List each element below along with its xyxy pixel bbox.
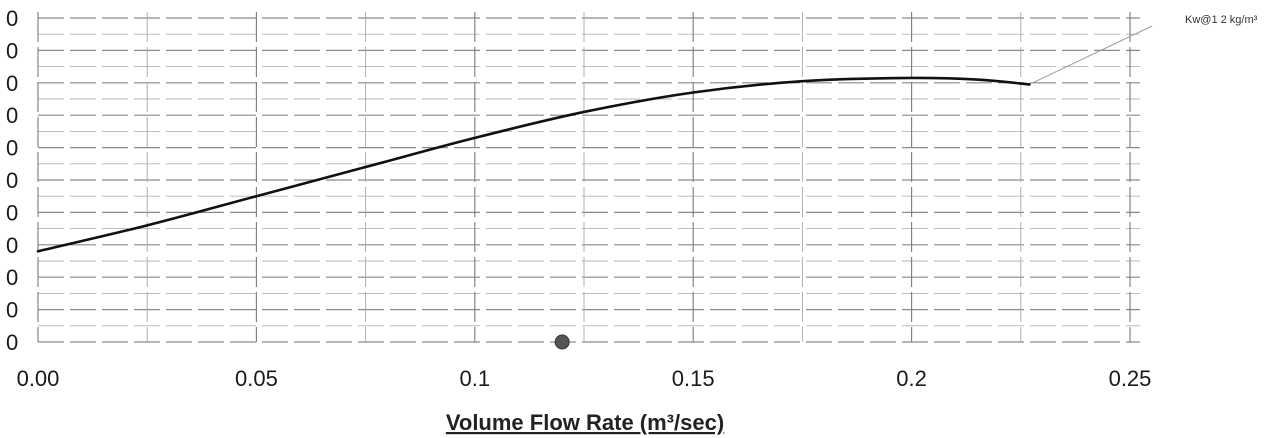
y-tick-label: 0 <box>6 103 18 128</box>
grid <box>37 12 1140 343</box>
x-tick-label: 0.2 <box>896 366 927 391</box>
y-tick-label: 0 <box>6 330 18 355</box>
x-tick-label: 0.25 <box>1109 366 1152 391</box>
x-axis-title: Volume Flow Rate (m³/sec) <box>446 410 724 435</box>
y-tick-label: 0 <box>6 71 18 96</box>
y-tick-label: 0 <box>6 298 18 323</box>
y-tick-label: 0 <box>6 233 18 258</box>
y-tick-label: 0 <box>6 38 18 63</box>
x-tick-label: 0.00 <box>17 366 60 391</box>
x-tick-label: 0.1 <box>460 366 491 391</box>
y-tick-label: 0 <box>6 168 18 193</box>
series-line <box>36 76 1031 253</box>
y-tick-label: 0 <box>6 136 18 161</box>
y-tick-label: 0 <box>6 265 18 290</box>
x-tick-label: 0.15 <box>672 366 715 391</box>
series-layer <box>36 76 1031 350</box>
y-tick-label: 0 <box>6 200 18 225</box>
y-tick-label: 0 <box>6 6 18 31</box>
x-tick-labels: 0.00 0.05 0.1 0.15 0.2 0.25 <box>17 366 1152 391</box>
data-point-marker <box>554 334 570 350</box>
annotation-layer: Kw@1 2 kg/m³ <box>1033 14 1258 83</box>
y-tick-labels: 0 0 0 0 0 0 0 0 0 0 0 <box>6 6 18 355</box>
x-tick-label: 0.05 <box>235 366 278 391</box>
annotation-leader-line <box>1033 25 1153 83</box>
annotation-label: Kw@1 2 kg/m³ <box>1185 14 1258 26</box>
